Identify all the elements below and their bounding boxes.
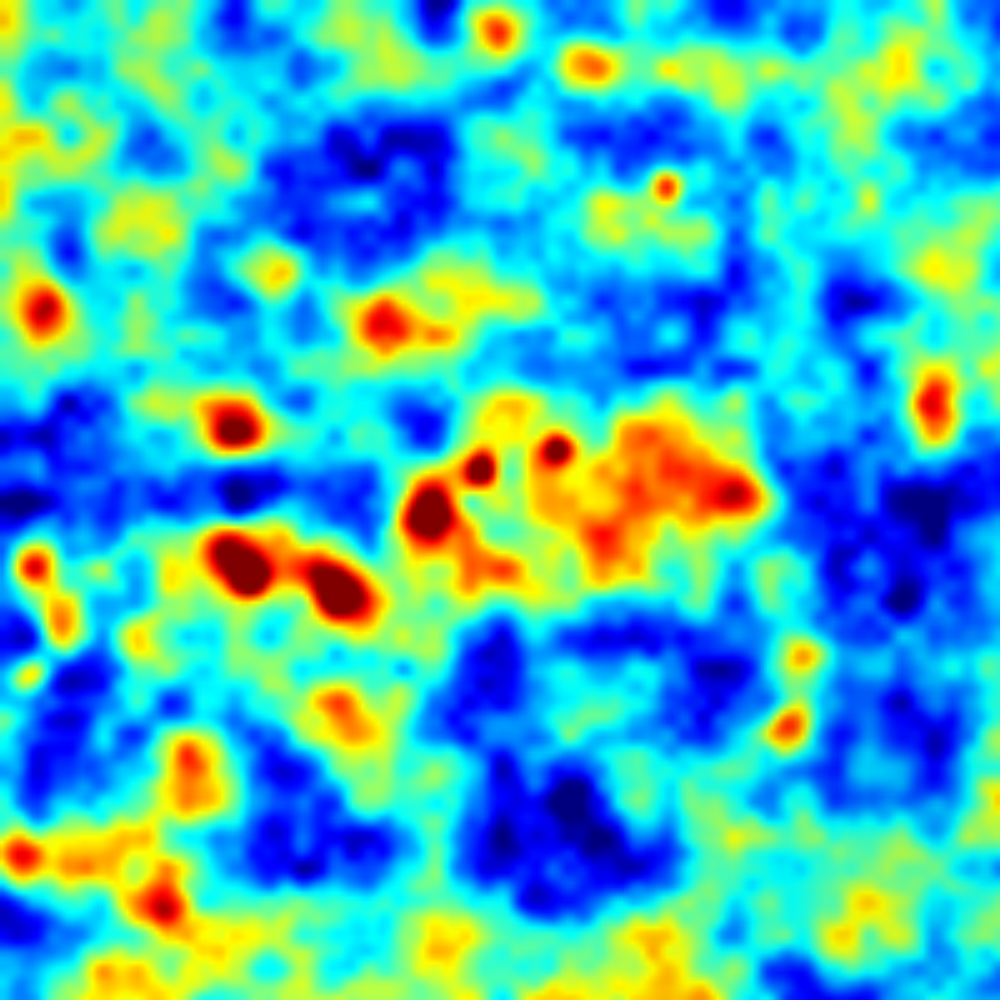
heatmap-field bbox=[0, 0, 1000, 1000]
